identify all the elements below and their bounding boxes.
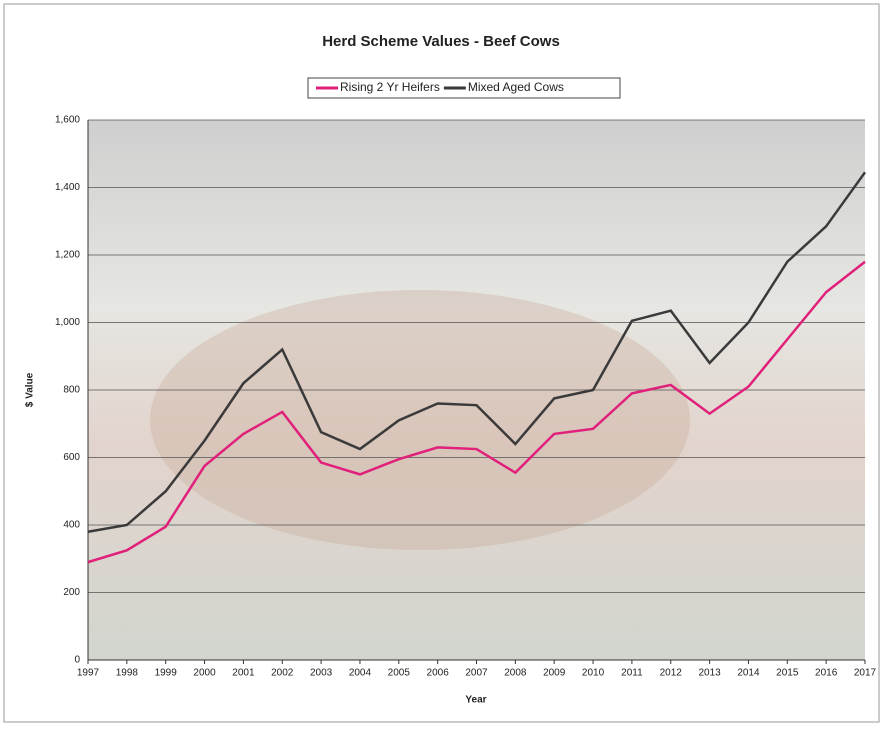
background-photo: [150, 290, 690, 550]
x-tick-label: 2012: [660, 668, 683, 679]
x-tick-label: 2010: [582, 668, 605, 679]
x-tick-label: 2008: [504, 668, 527, 679]
legend-label: Mixed Aged Cows: [468, 80, 564, 94]
x-tick-label: 2001: [232, 668, 255, 679]
y-tick-label: 400: [63, 520, 80, 531]
y-tick-label: 800: [63, 385, 80, 396]
y-tick-label: 600: [63, 452, 80, 463]
y-tick-label: 200: [63, 587, 80, 598]
y-tick-label: 1,200: [55, 250, 80, 261]
x-tick-label: 2004: [349, 668, 372, 679]
x-tick-label: 1999: [155, 668, 178, 679]
y-tick-label: 1,600: [55, 115, 80, 126]
x-tick-label: 2016: [815, 668, 838, 679]
x-tick-label: 2003: [310, 668, 333, 679]
y-axis-label: $ Value: [25, 372, 36, 407]
x-tick-label: 2002: [271, 668, 294, 679]
x-tick-label: 2009: [543, 668, 566, 679]
y-tick-label: 0: [74, 655, 80, 666]
y-tick-label: 1,000: [55, 317, 80, 328]
x-tick-label: 2017: [854, 668, 877, 679]
x-axis-label: Year: [465, 695, 486, 706]
x-tick-label: 2011: [621, 668, 643, 679]
y-tick-label: 1,400: [55, 182, 80, 193]
chart-title: Herd Scheme Values - Beef Cows: [322, 33, 560, 50]
x-tick-label: 2015: [776, 668, 799, 679]
x-tick-label: 2014: [737, 668, 760, 679]
x-tick-label: 2007: [465, 668, 488, 679]
legend-label: Rising 2 Yr Heifers: [340, 80, 440, 94]
x-tick-label: 1997: [77, 668, 100, 679]
x-tick-label: 2005: [388, 668, 411, 679]
x-tick-label: 1998: [116, 668, 139, 679]
x-tick-label: 2000: [193, 668, 216, 679]
chart: Herd Scheme Values - Beef Cows $ Value Y…: [0, 0, 883, 728]
x-tick-label: 2013: [698, 668, 721, 679]
x-tick-label: 2006: [427, 668, 450, 679]
